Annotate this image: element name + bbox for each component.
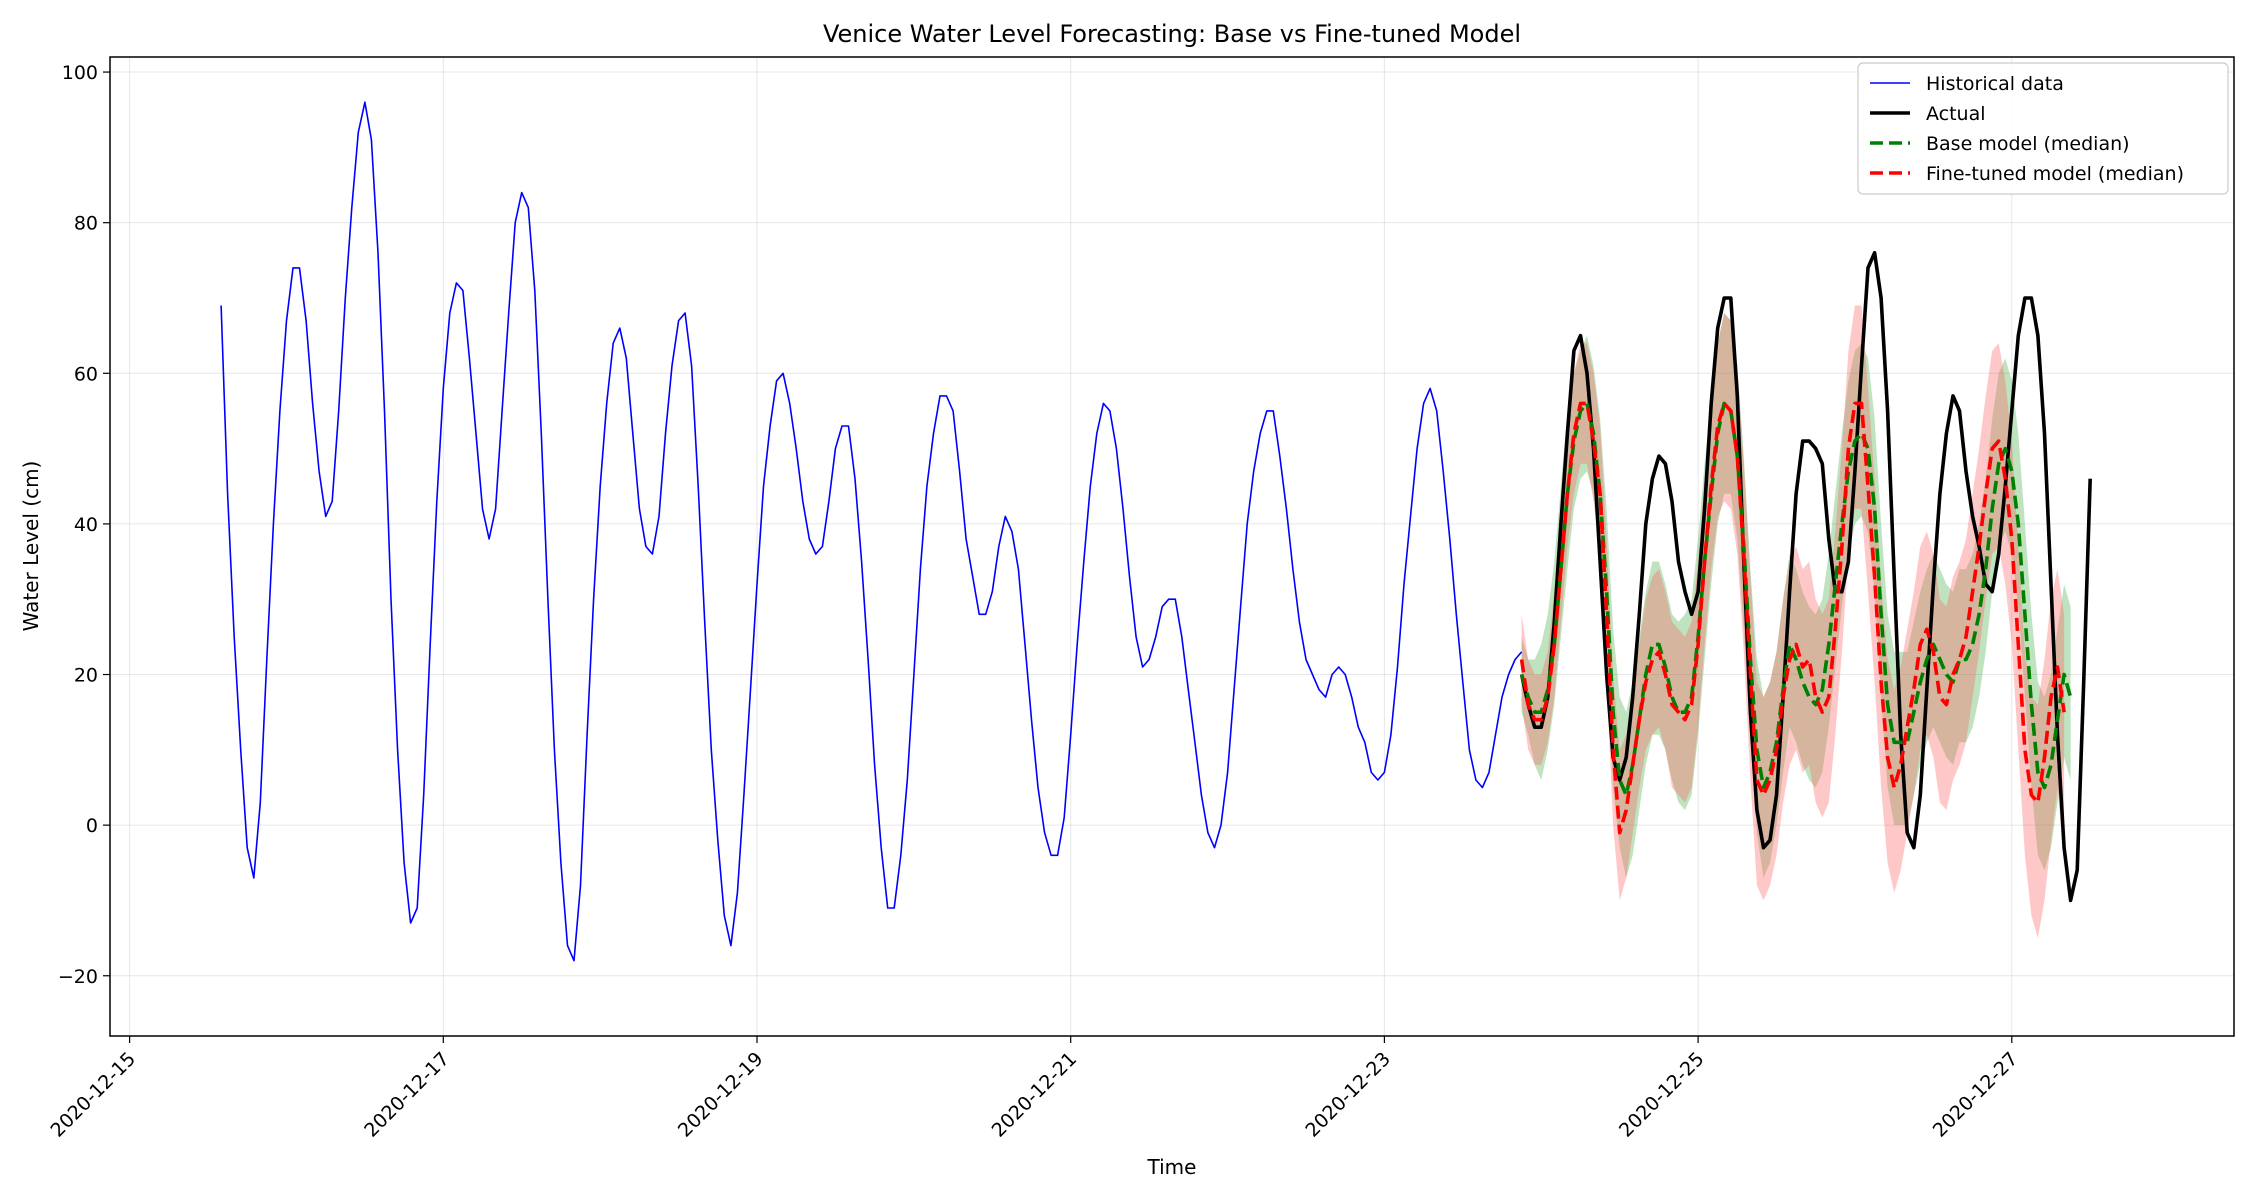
series-lines [220,101,2092,962]
x-axis-label: Time [1147,1155,1197,1179]
y-tick-label: 0 [86,815,98,837]
confidence-bands [1521,305,2071,939]
chart-title: Venice Water Level Forecasting: Base vs … [823,20,1521,48]
series-line [220,101,1523,962]
legend-label: Fine-tuned model (median) [1926,163,2184,185]
legend-box [1857,62,2229,195]
y-tick-label: 20 [74,665,98,687]
legend-label: Actual [1926,103,1986,125]
y-tick-label: 40 [74,514,98,536]
plot-frame [109,56,2235,1037]
y-tick-label: −20 [58,966,98,988]
y-tick-label: 80 [74,213,98,235]
confidence-band [1521,313,2071,878]
legend-label: Historical data [1926,73,2064,95]
legend: Historical data Actual Base model (median)… [1857,62,2229,195]
series-line [1519,401,2066,835]
confidence-band [1521,305,2065,939]
legend-label: Base model (median) [1926,133,2130,155]
y-axis-label: Water Level (cm) [19,461,43,632]
series-line [1519,401,2073,797]
y-tick-label: 60 [74,363,98,385]
y-tick-label: 100 [62,62,98,84]
grid [110,57,2234,1036]
